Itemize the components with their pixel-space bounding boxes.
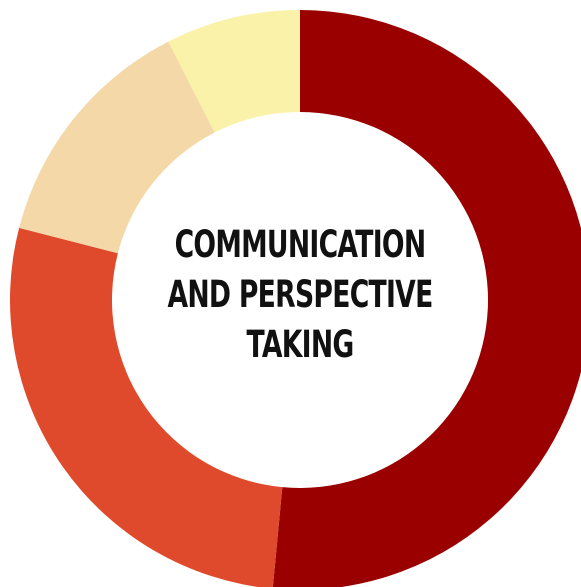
center-title-line-2: AND PERSPECTIVE [167,273,433,316]
center-title-line-3: TAKING [246,323,354,366]
chart-center-title: COMMUNICATION AND PERSPECTIVE TAKING [167,200,433,390]
center-title-line-1: COMMUNICATION [174,223,427,266]
donut-slice-2 [10,227,283,587]
donut-slice-1 [272,10,581,587]
donut-slice-3 [19,41,215,254]
donut-slice-4 [168,10,300,133]
